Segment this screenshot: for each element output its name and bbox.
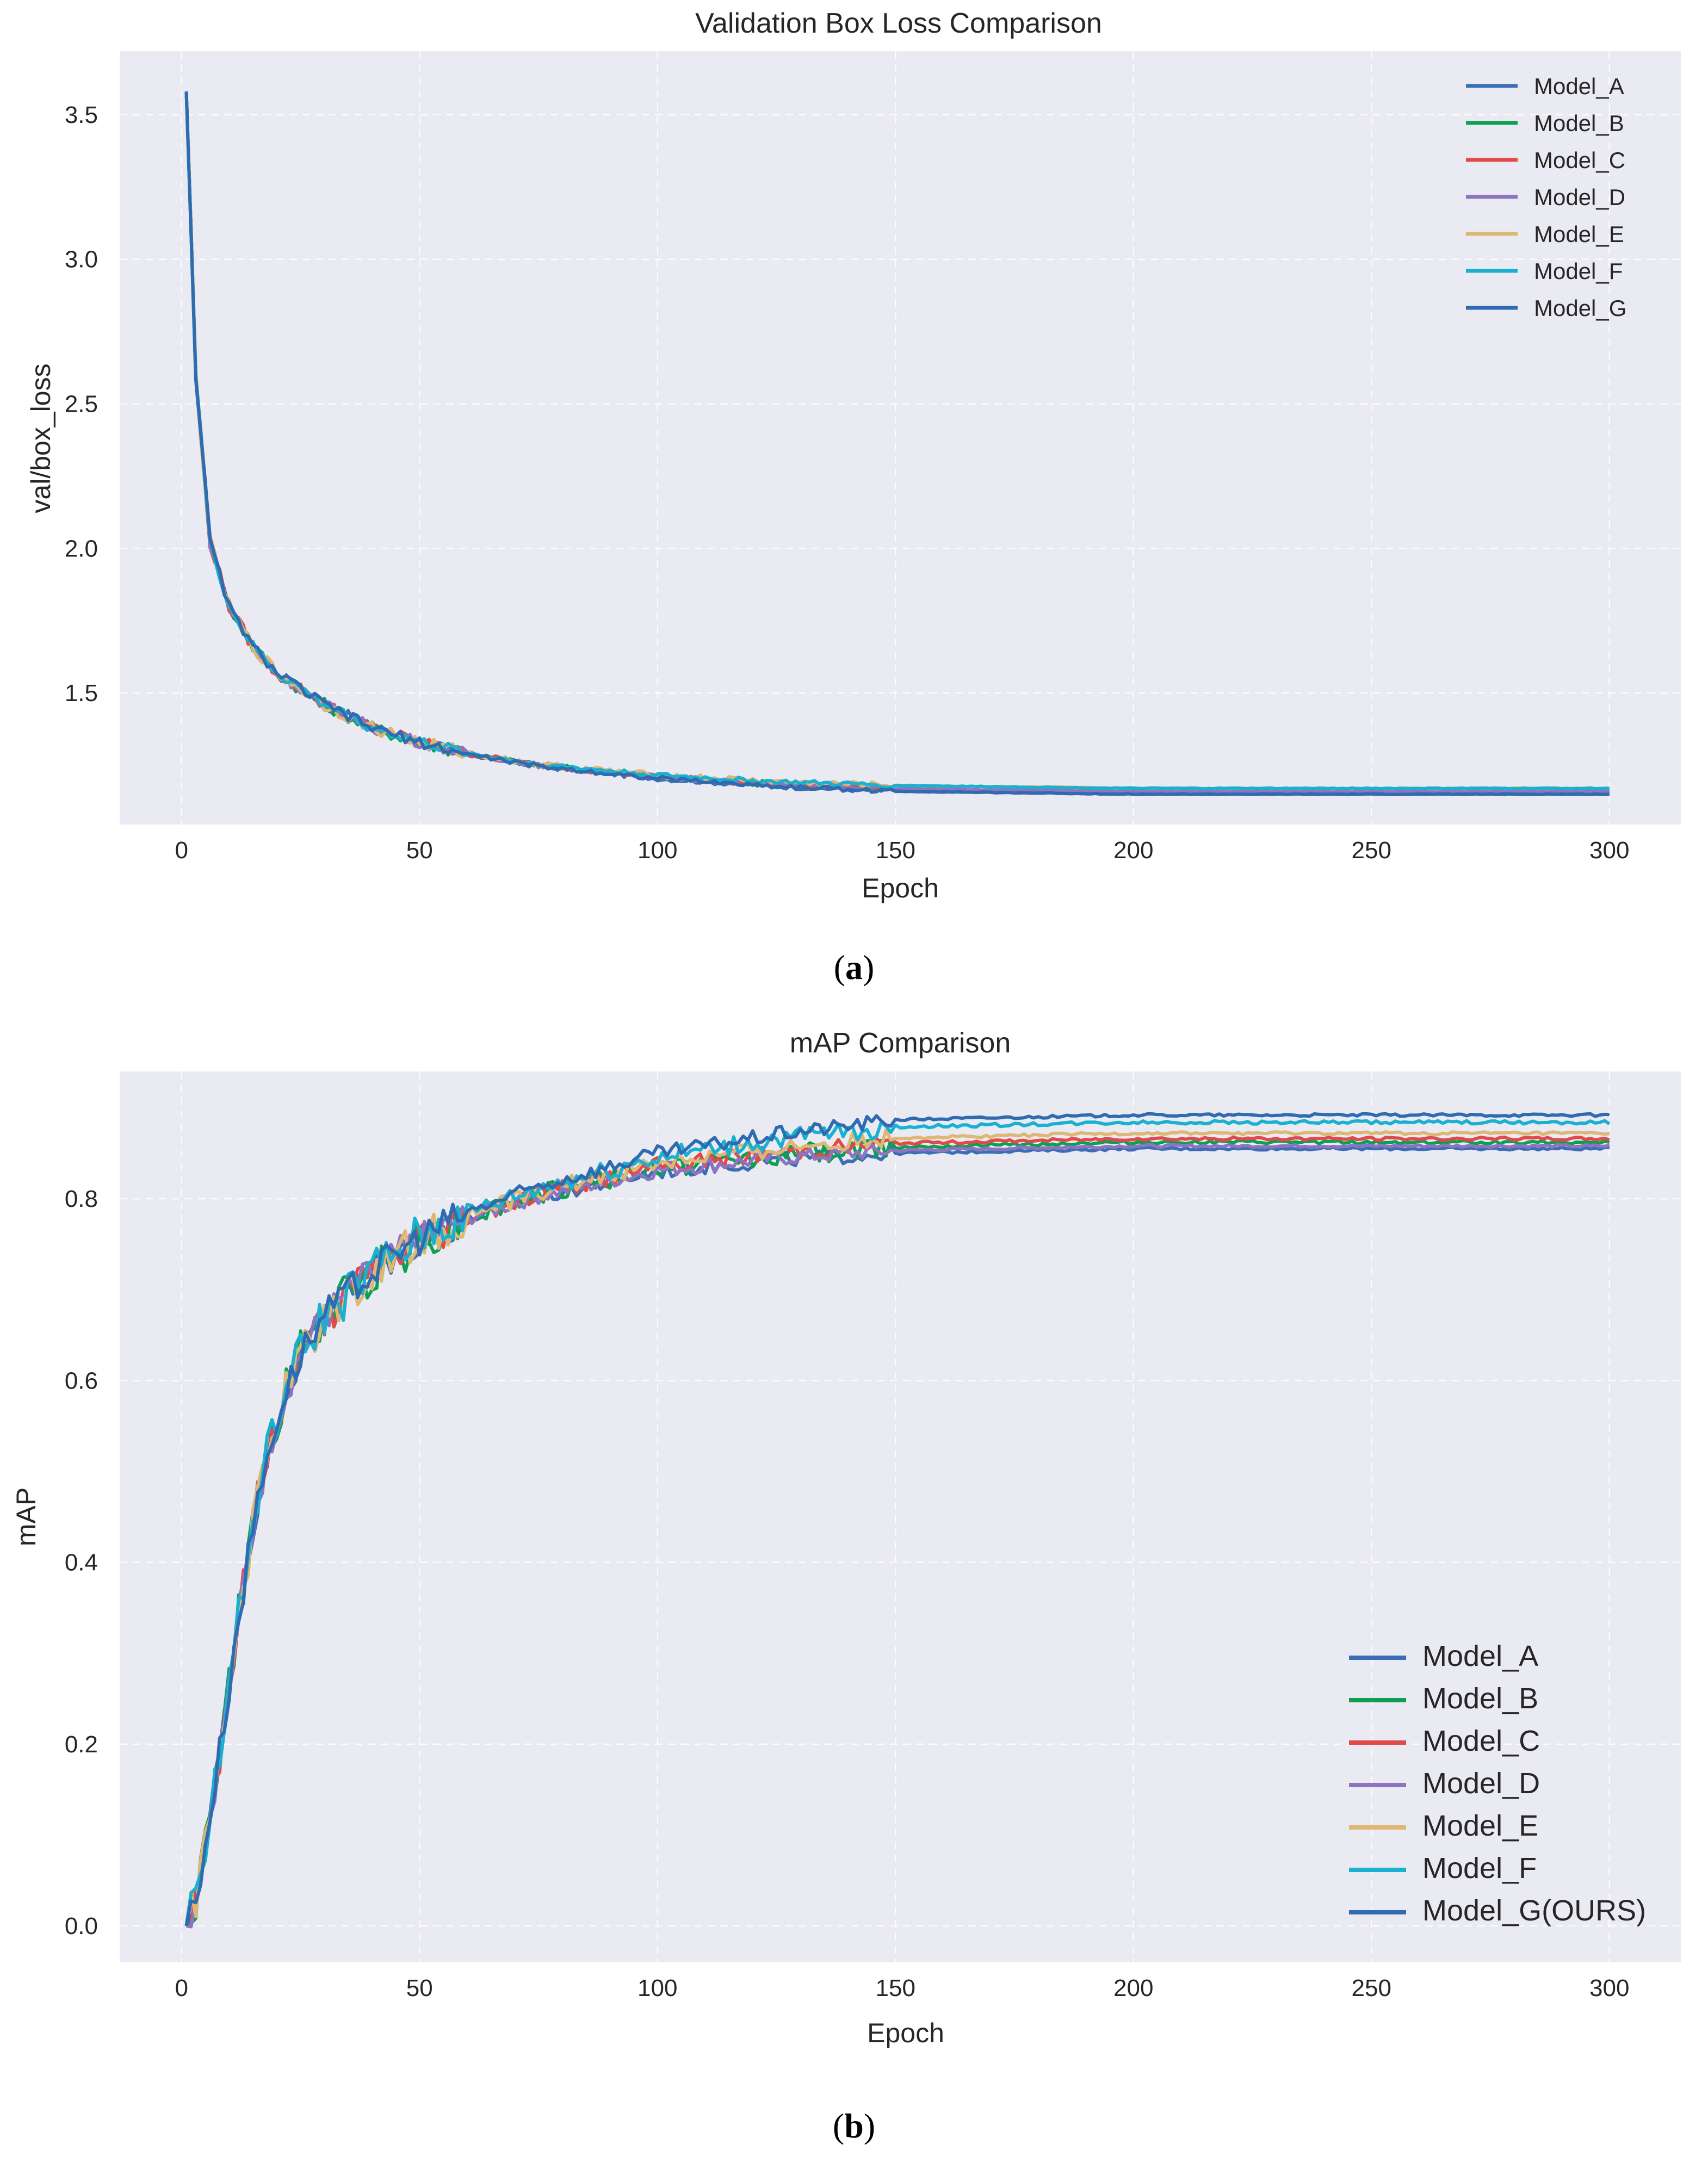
chart-b-lines [184, 1112, 1611, 1929]
legend-label: Model_G [1534, 295, 1626, 321]
y-tick-label: 0.2 [65, 1731, 98, 1758]
y-tick-label: 3.0 [65, 246, 98, 273]
x-tick-label: 300 [1589, 1975, 1629, 2001]
x-tick-label: 250 [1352, 837, 1391, 864]
chart-a-caption: (a) [834, 948, 875, 987]
chart-b-y-ticks: 0.0 0.2 0.4 0.6 0.8 [65, 1186, 98, 1939]
series-line-model-e [184, 1129, 1610, 1926]
legend-label: Model_F [1422, 1852, 1537, 1885]
y-tick-label: 0.6 [65, 1367, 98, 1394]
x-tick-label: 200 [1113, 837, 1153, 864]
y-tick-label: 3.5 [65, 102, 98, 128]
chart-b: mAP Comparison 0 50 100 150 200 250 300 0.0 0.2… [11, 1027, 1681, 2145]
legend-label: Model_E [1422, 1809, 1538, 1842]
x-tick-label: 150 [876, 837, 915, 864]
y-tick-label: 0.0 [65, 1913, 98, 1939]
chart-b-x-label: Epoch [867, 2018, 944, 2048]
x-tick-label: 150 [876, 1975, 915, 2001]
x-tick-label: 0 [175, 1975, 188, 2001]
series-line-model-g [184, 91, 1610, 796]
legend-label: Model_G(OURS) [1422, 1894, 1646, 1927]
chart-a: Validation Box Loss Comparison 0 50 100 150… [26, 8, 1681, 987]
chart-a-grid [120, 51, 1681, 825]
chart-b-y-label: mAP [11, 1488, 41, 1546]
chart-a-plot-area [120, 51, 1681, 825]
x-tick-label: 50 [406, 1975, 433, 2001]
chart-b-x-ticks: 0 50 100 150 200 250 300 [175, 1975, 1630, 2001]
x-tick-label: 100 [638, 837, 677, 864]
legend-label: Model_C [1422, 1725, 1540, 1757]
x-tick-label: 200 [1113, 1975, 1153, 2001]
x-tick-label: 50 [406, 837, 433, 864]
chart-b-legend: Model_A Model_B Model_C Model_D Model_E Model… [1349, 1640, 1646, 1927]
legend-label: Model_B [1422, 1682, 1538, 1715]
chart-b-plot-area [120, 1071, 1681, 1962]
chart-a-title: Validation Box Loss Comparison [695, 8, 1102, 39]
chart-b-caption: (b) [833, 2106, 875, 2145]
y-tick-label: 0.4 [65, 1550, 98, 1576]
chart-a-caption-letter: a [845, 948, 863, 987]
legend-label: Model_F [1534, 258, 1623, 284]
chart-b-grid [120, 1071, 1681, 1962]
legend-label: Model_B [1534, 110, 1624, 136]
y-tick-label: 2.0 [65, 535, 98, 562]
x-tick-label: 300 [1589, 837, 1629, 864]
chart-b-title: mAP Comparison [790, 1027, 1011, 1059]
series-line-model-g-ours- [184, 1112, 1610, 1926]
legend-label: Model_E [1534, 221, 1624, 247]
chart-a-y-ticks: 1.5 2.0 2.5 3.0 3.5 [65, 102, 98, 706]
x-tick-label: 0 [175, 837, 188, 864]
chart-a-x-label: Epoch [862, 873, 939, 903]
y-tick-label: 0.8 [65, 1186, 98, 1212]
chart-b-caption-letter: b [844, 2106, 864, 2145]
chart-a-y-label: val/box_loss [26, 363, 56, 513]
x-tick-label: 100 [638, 1975, 677, 2001]
legend-label: Model_C [1534, 147, 1625, 173]
chart-a-legend: Model_A Model_B Model_C Model_D Model_E Model… [1466, 73, 1626, 321]
legend-label: Model_A [1534, 73, 1624, 99]
series-line-model-f [184, 91, 1610, 791]
chart-a-x-ticks: 0 50 100 150 200 250 300 [175, 837, 1630, 864]
legend-label: Model_D [1534, 184, 1625, 210]
chart-a-lines [184, 91, 1610, 796]
legend-label: Model_A [1422, 1640, 1538, 1672]
series-line-model-d [185, 1143, 1610, 1929]
y-tick-label: 2.5 [65, 391, 98, 418]
x-tick-label: 250 [1352, 1975, 1391, 2001]
legend-label: Model_D [1422, 1767, 1540, 1800]
y-tick-label: 1.5 [65, 680, 98, 706]
